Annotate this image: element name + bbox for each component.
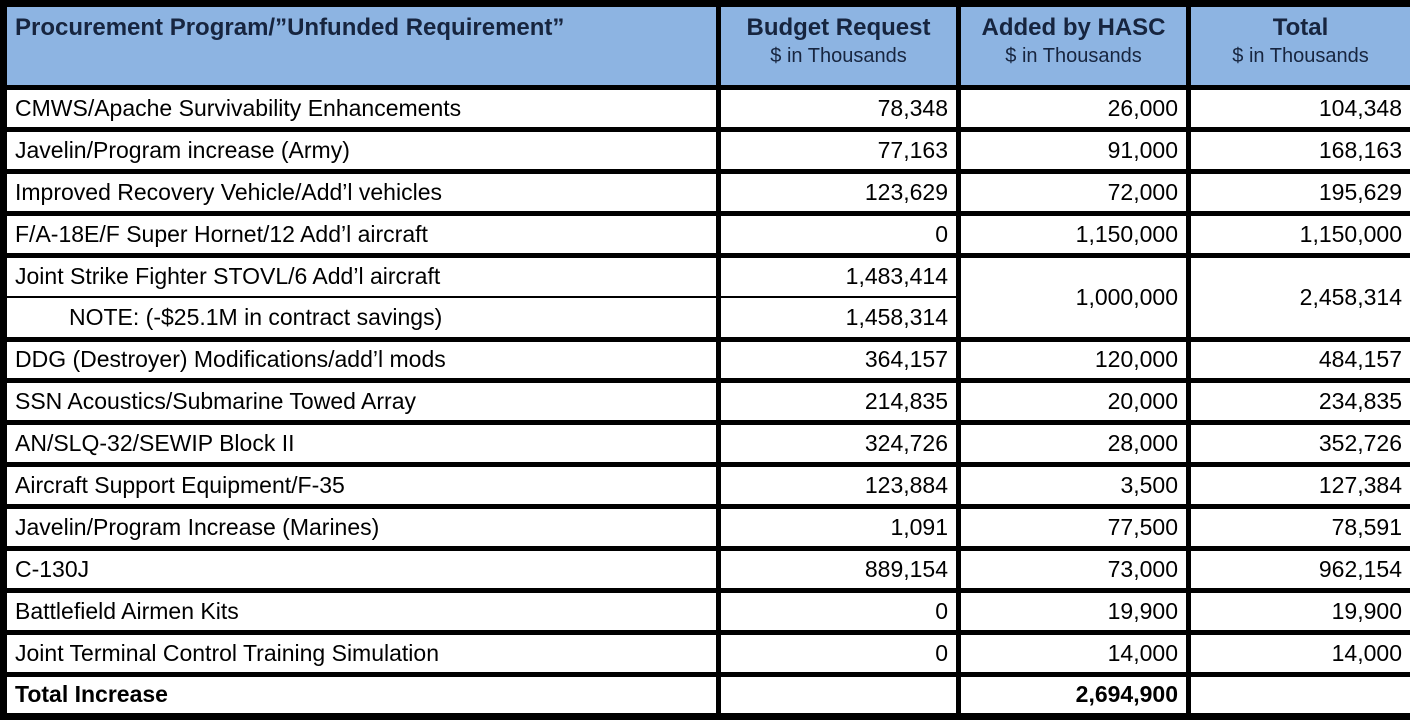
budget-cell: 123,884: [716, 462, 961, 510]
table-row-jsf-note: NOTE: (-$25.1M in contract savings) 1,45…: [1, 296, 1410, 342]
table-row: DDG (Destroyer) Modifications/add’l mods…: [1, 336, 1410, 384]
added-cell: 20,000: [956, 378, 1191, 426]
total-cell: 19,900: [1186, 588, 1410, 635]
table-row: Improved Recovery Vehicle/Add’l vehicles…: [1, 168, 1410, 216]
program-cell: F/A-18E/F Super Hornet/12 Add’l aircraft: [1, 210, 721, 258]
program-cell: Joint Strike Fighter STOVL/6 Add’l aircr…: [1, 252, 721, 299]
program-cell: CMWS/Apache Survivability Enhancements: [1, 85, 721, 132]
added-cell: 77,500: [956, 504, 1191, 552]
added-cell: 1,150,000: [956, 210, 1191, 258]
budget-request-header-title: Budget Request: [746, 14, 931, 41]
program-cell: Battlefield Airmen Kits: [1, 588, 721, 635]
column-header-added-by-hasc: Added by HASC $ in Thousands: [956, 1, 1191, 90]
budget-cell: 0: [716, 588, 961, 635]
total-cell: 168,163: [1186, 126, 1410, 174]
added-cell-merged: 1,000,000: [956, 252, 1191, 342]
table-row: CMWS/Apache Survivability Enhancements 7…: [1, 85, 1410, 132]
total-cell: 195,629: [1186, 168, 1410, 216]
table-row: C-130J 889,154 73,000 962,154: [1, 546, 1410, 594]
total-cell: 1,150,000: [1186, 210, 1410, 258]
added-by-hasc-header-title: Added by HASC: [981, 14, 1166, 41]
budget-cell: 1,483,414: [716, 252, 961, 299]
table-row: Battlefield Airmen Kits 0 19,900 19,900: [1, 588, 1410, 635]
column-header-total: Total $ in Thousands: [1186, 1, 1410, 90]
program-cell: Joint Terminal Control Training Simulati…: [1, 629, 721, 677]
budget-cell: 77,163: [716, 126, 961, 174]
budget-cell: 1,458,314: [716, 296, 961, 342]
budget-cell: 123,629: [716, 168, 961, 216]
program-cell: Javelin/Program increase (Army): [1, 126, 721, 174]
table-row: Aircraft Support Equipment/F-35 123,884 …: [1, 462, 1410, 510]
budget-cell: 78,348: [716, 85, 961, 132]
added-cell: 26,000: [956, 85, 1191, 132]
program-cell: SSN Acoustics/Submarine Towed Array: [1, 378, 721, 426]
table-row: Javelin/Program increase (Army) 77,163 9…: [1, 126, 1410, 174]
budget-cell: 364,157: [716, 336, 961, 384]
total-increase-budget-cell: [716, 671, 961, 720]
added-cell: 72,000: [956, 168, 1191, 216]
table-row: SSN Acoustics/Submarine Towed Array 214,…: [1, 378, 1410, 426]
budget-cell: 324,726: [716, 420, 961, 468]
budget-request-header-units: $ in Thousands: [770, 45, 907, 67]
total-cell: 484,157: [1186, 336, 1410, 384]
added-cell: 3,500: [956, 462, 1191, 510]
program-cell: C-130J: [1, 546, 721, 594]
program-cell: AN/SLQ-32/SEWIP Block II: [1, 420, 721, 468]
added-by-hasc-header-units: $ in Thousands: [1005, 45, 1142, 67]
program-cell: Aircraft Support Equipment/F-35: [1, 462, 721, 510]
header-row: Procurement Program/”Unfunded Requiremen…: [1, 1, 1410, 90]
total-cell: 234,835: [1186, 378, 1410, 426]
added-cell: 73,000: [956, 546, 1191, 594]
total-cell: 127,384: [1186, 462, 1410, 510]
table-row: Joint Terminal Control Training Simulati…: [1, 629, 1410, 677]
added-cell: 28,000: [956, 420, 1191, 468]
table-row: F/A-18E/F Super Hornet/12 Add’l aircraft…: [1, 210, 1410, 258]
budget-cell: 1,091: [716, 504, 961, 552]
added-cell: 19,900: [956, 588, 1191, 635]
added-cell: 91,000: [956, 126, 1191, 174]
total-cell-merged: 2,458,314: [1186, 252, 1410, 342]
budget-cell: 0: [716, 210, 961, 258]
budget-cell: 0: [716, 629, 961, 677]
total-cell: 78,591: [1186, 504, 1410, 552]
budget-cell: 889,154: [716, 546, 961, 594]
total-increase-label: Total Increase: [1, 671, 721, 720]
total-header-title: Total: [1272, 14, 1329, 41]
table-row-jsf: Joint Strike Fighter STOVL/6 Add’l aircr…: [1, 252, 1410, 342]
total-cell: 962,154: [1186, 546, 1410, 594]
program-header-title: Procurement Program/”Unfunded Requiremen…: [15, 14, 565, 41]
column-header-program: Procurement Program/”Unfunded Requiremen…: [1, 1, 721, 90]
program-cell: Javelin/Program Increase (Marines): [1, 504, 721, 552]
total-increase-added-cell: 2,694,900: [956, 671, 1191, 720]
total-increase-total-cell: [1186, 671, 1410, 720]
budget-cell: 214,835: [716, 378, 961, 426]
total-cell: 352,726: [1186, 420, 1410, 468]
column-header-budget-request: Budget Request $ in Thousands: [716, 1, 961, 90]
table-row: Javelin/Program Increase (Marines) 1,091…: [1, 504, 1410, 552]
table-row: AN/SLQ-32/SEWIP Block II 324,726 28,000 …: [1, 420, 1410, 468]
added-cell: 120,000: [956, 336, 1191, 384]
total-increase-row: Total Increase 2,694,900: [1, 671, 1410, 720]
total-cell: 14,000: [1186, 629, 1410, 677]
total-cell: 104,348: [1186, 85, 1410, 132]
total-header-units: $ in Thousands: [1232, 45, 1369, 67]
program-cell: Improved Recovery Vehicle/Add’l vehicles: [1, 168, 721, 216]
program-note-cell: NOTE: (-$25.1M in contract savings): [1, 296, 721, 342]
program-cell: DDG (Destroyer) Modifications/add’l mods: [1, 336, 721, 384]
added-cell: 14,000: [956, 629, 1191, 677]
